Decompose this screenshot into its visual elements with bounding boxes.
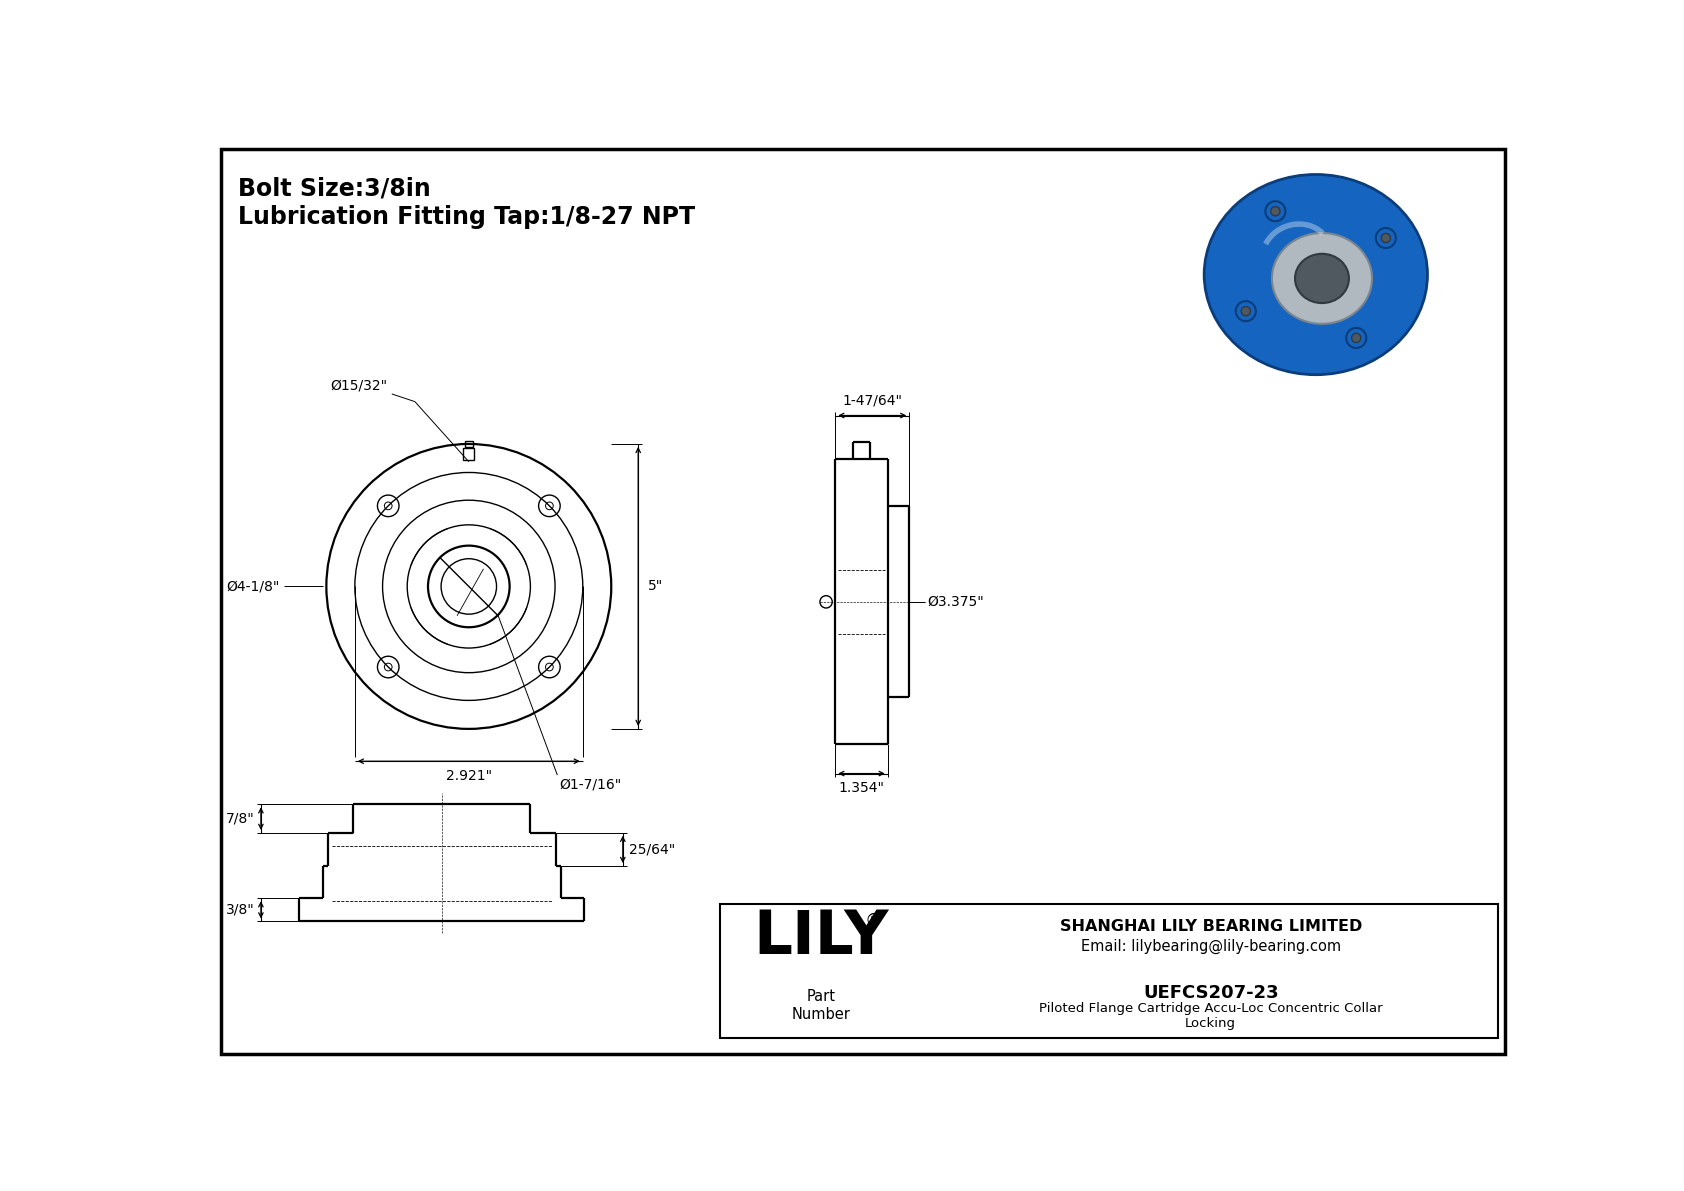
Text: 7/8": 7/8" bbox=[226, 811, 254, 825]
Text: SHANGHAI LILY BEARING LIMITED: SHANGHAI LILY BEARING LIMITED bbox=[1059, 919, 1362, 934]
Bar bbox=[463, 448, 475, 460]
Circle shape bbox=[1241, 306, 1251, 316]
Text: 5": 5" bbox=[647, 580, 663, 593]
Text: 2.921": 2.921" bbox=[446, 769, 492, 782]
Text: Ø15/32": Ø15/32" bbox=[330, 379, 387, 392]
Text: Piloted Flange Cartridge Accu-Loc Concentric Collar
Locking: Piloted Flange Cartridge Accu-Loc Concen… bbox=[1039, 1002, 1383, 1030]
Text: 3/8": 3/8" bbox=[226, 903, 254, 917]
Ellipse shape bbox=[1204, 175, 1428, 375]
Circle shape bbox=[1381, 233, 1391, 243]
Text: 25/64": 25/64" bbox=[628, 842, 675, 856]
Circle shape bbox=[1236, 301, 1256, 322]
Text: 1.354": 1.354" bbox=[839, 781, 884, 796]
Text: Bolt Size:3/8in: Bolt Size:3/8in bbox=[237, 176, 431, 200]
Ellipse shape bbox=[1271, 233, 1372, 324]
Text: UEFCS207-23: UEFCS207-23 bbox=[1143, 984, 1278, 1002]
Bar bbox=[465, 441, 473, 447]
Circle shape bbox=[1352, 333, 1361, 343]
Text: Ø3.375": Ø3.375" bbox=[928, 594, 985, 609]
Text: Lubrication Fitting Tap:1/8-27 NPT: Lubrication Fitting Tap:1/8-27 NPT bbox=[237, 205, 695, 230]
Circle shape bbox=[1271, 206, 1280, 216]
Text: Ø1-7/16": Ø1-7/16" bbox=[559, 778, 621, 791]
Circle shape bbox=[1346, 328, 1366, 348]
Bar bbox=[719, 904, 1497, 1039]
Text: Email: lilybearing@lily-bearing.com: Email: lilybearing@lily-bearing.com bbox=[1081, 940, 1340, 954]
Text: Part
Number: Part Number bbox=[791, 989, 850, 1022]
Ellipse shape bbox=[1295, 254, 1349, 303]
Text: Ø4-1/8": Ø4-1/8" bbox=[227, 580, 280, 593]
Text: 1-47/64": 1-47/64" bbox=[842, 394, 903, 407]
Circle shape bbox=[1265, 201, 1285, 222]
Text: ®: ® bbox=[866, 911, 882, 930]
Text: LILY: LILY bbox=[754, 908, 889, 967]
Circle shape bbox=[1376, 227, 1396, 248]
